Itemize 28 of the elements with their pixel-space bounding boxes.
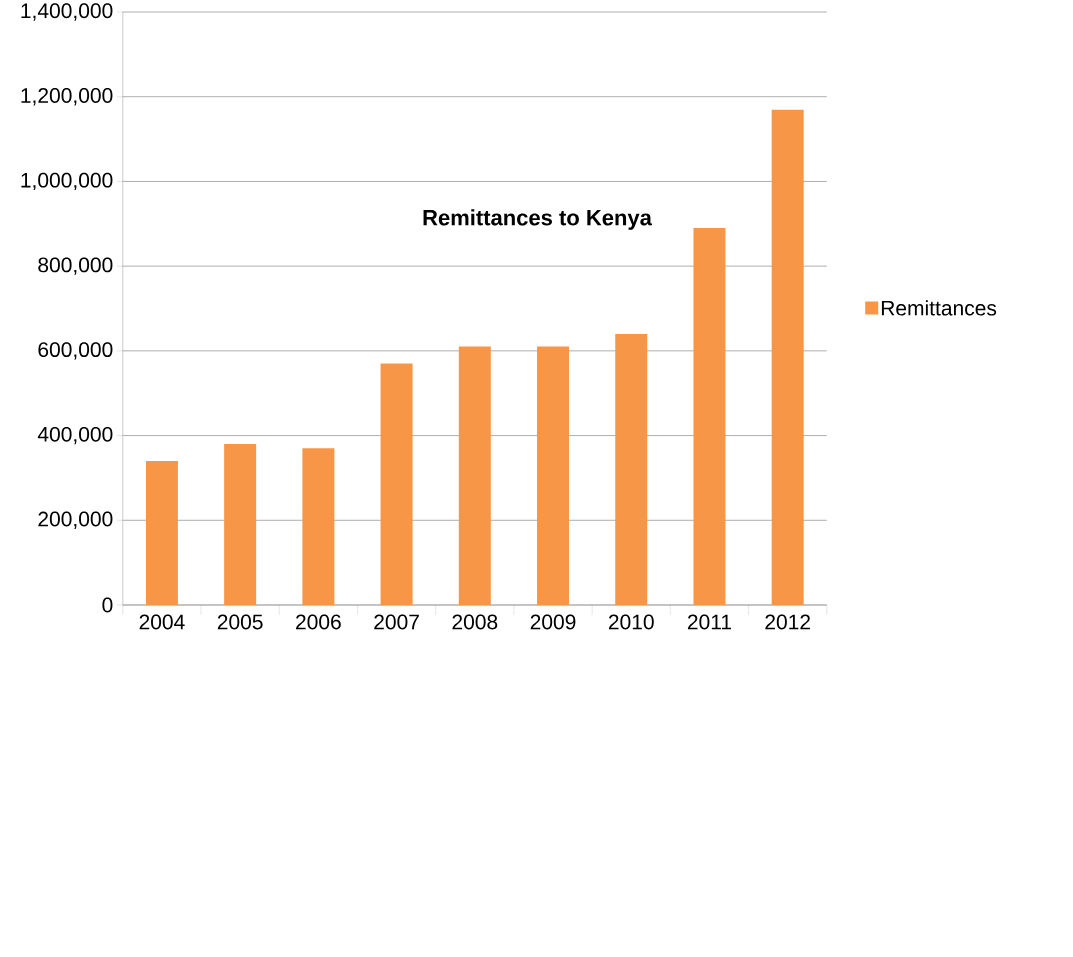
legend-label: Remittances xyxy=(881,300,997,316)
bar xyxy=(380,363,413,606)
bar xyxy=(458,346,491,606)
y-tick-label: 600,000 xyxy=(38,342,113,360)
text: Remittances to Kenya xyxy=(423,209,653,231)
y-tick-label: 400,000 xyxy=(37,427,113,445)
x-tick-label: 2012 xyxy=(765,614,810,630)
x-tick-label: 2011 xyxy=(687,614,732,630)
bar xyxy=(302,448,335,606)
x-tick-label: 2010 xyxy=(608,614,654,630)
bar xyxy=(537,346,570,606)
y-tick-label: 200,000 xyxy=(38,511,113,530)
y-tick-label: 1,400,000 xyxy=(21,3,113,21)
x-tick-label: 2008 xyxy=(452,614,498,630)
bar xyxy=(615,334,648,606)
x-tick-label: 2007 xyxy=(374,614,419,630)
y-tick-label: 800,000 xyxy=(38,257,113,276)
bar xyxy=(771,109,804,606)
y-tick-label: 1,200,000 xyxy=(21,88,113,106)
bar xyxy=(224,444,257,606)
x-tick-label: 2004 xyxy=(139,614,185,630)
x-tick-label: 2006 xyxy=(296,614,341,630)
bar xyxy=(145,461,178,606)
bar xyxy=(693,228,726,606)
y-tick-label: 0 xyxy=(102,597,113,613)
x-tick-label: 2005 xyxy=(217,614,263,630)
y-tick-label: 1,000,000 xyxy=(21,172,113,191)
x-tick-label: 2009 xyxy=(530,614,576,630)
